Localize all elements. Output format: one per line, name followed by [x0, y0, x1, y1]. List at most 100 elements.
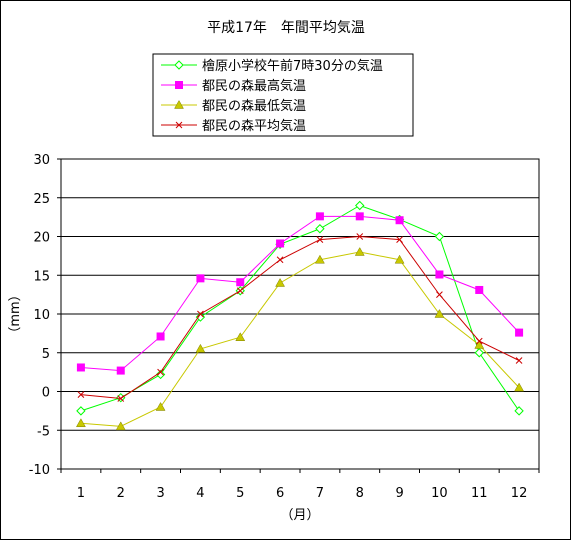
data-point	[116, 392, 126, 403]
x-tick-label: 6	[276, 486, 284, 501]
point-stroke	[175, 121, 183, 129]
data-point	[436, 291, 443, 298]
data-point	[175, 81, 183, 89]
data-point	[77, 391, 85, 398]
data-point	[394, 254, 405, 264]
legend-label: 都民の森最低気温	[202, 98, 306, 114]
data-point	[475, 285, 484, 294]
series-3	[75, 246, 525, 431]
data-point	[197, 310, 204, 318]
gridlines	[61, 197, 539, 431]
data-point	[195, 343, 206, 353]
data-point	[316, 236, 324, 243]
x-tick-label: 2	[117, 486, 125, 501]
series-line	[80, 215, 520, 372]
data-point	[76, 406, 86, 416]
y-tick-label: 15	[33, 269, 50, 284]
x-tick-label: 7	[316, 486, 324, 501]
x-axis-label: （月）	[280, 508, 319, 523]
legend-item: 都民の森最高気温	[161, 78, 306, 94]
point-stroke	[157, 368, 164, 376]
x-tick-label: 9	[395, 486, 403, 501]
point-stroke	[197, 310, 204, 318]
point-stroke	[316, 236, 324, 243]
data-point	[155, 369, 166, 380]
chart-title: 平成17年 年間平均気温	[207, 20, 365, 36]
data-point	[515, 328, 524, 337]
x-tick-label: 3	[156, 486, 164, 501]
data-point	[174, 60, 184, 70]
data-point	[434, 231, 445, 242]
data-point	[115, 421, 126, 431]
point-stroke	[356, 233, 364, 240]
x-tick-label: 1	[77, 486, 85, 501]
data-point	[155, 401, 166, 411]
point-stroke	[396, 236, 403, 243]
series-2	[76, 212, 524, 375]
data-point	[356, 233, 364, 240]
data-point	[157, 368, 164, 376]
data-point	[395, 216, 404, 225]
data-point	[435, 270, 444, 279]
series-4	[77, 233, 523, 402]
y-tick-label: -10	[29, 463, 50, 478]
point-stroke	[276, 256, 284, 264]
y-tick-label: 30	[33, 153, 50, 168]
y-tick-label: 5	[42, 347, 50, 362]
legend-box	[152, 53, 414, 137]
legend-label: 檜原小学校午前7時30分の気温	[202, 58, 383, 74]
data-point	[235, 332, 246, 341]
y-tick-label: -5	[37, 424, 50, 439]
data-point	[475, 337, 483, 345]
point-stroke	[515, 357, 523, 364]
data-point	[175, 121, 183, 129]
x-tick-label: 5	[236, 486, 244, 501]
y-tick-label: 0	[42, 386, 50, 401]
x-tick-label: 8	[356, 486, 364, 501]
y-tick-label: 10	[33, 308, 50, 323]
data-point	[355, 200, 365, 211]
data-point	[76, 363, 85, 372]
data-point	[474, 339, 485, 349]
legend-label: 都民の森平均気温	[202, 118, 306, 134]
series-line	[80, 204, 520, 412]
x-tick-label: 10	[431, 486, 448, 501]
series-line	[80, 251, 520, 427]
data-point	[116, 366, 125, 375]
data-point	[314, 254, 325, 264]
data-point	[474, 348, 484, 358]
x-tick-label: 11	[471, 486, 488, 501]
series-line	[80, 235, 520, 399]
data-point	[514, 382, 525, 392]
y-axis-label: （mm）	[8, 288, 23, 339]
data-point	[355, 212, 364, 221]
y-tick-label: 20	[33, 231, 50, 246]
point-stroke	[117, 395, 125, 402]
point-stroke	[77, 391, 85, 398]
legend-label: 都民の森最高気温	[202, 78, 306, 94]
data-point	[195, 312, 206, 322]
data-point	[236, 278, 245, 287]
y-axis-ticks: -10 -5 0 5 10 15 20 25 30	[29, 153, 61, 478]
data-point	[354, 246, 365, 256]
x-tick-label: 4	[196, 486, 204, 501]
series-group	[75, 200, 525, 431]
data-point	[515, 357, 523, 364]
data-point	[396, 236, 403, 243]
data-point	[156, 332, 165, 341]
data-point	[117, 395, 125, 402]
data-point	[174, 99, 184, 109]
point-stroke	[475, 337, 483, 345]
point-stroke	[436, 291, 443, 298]
legend-item: 都民の森平均気温	[161, 118, 306, 134]
data-point	[275, 277, 286, 287]
data-point	[514, 406, 524, 416]
x-axis-ticks: 1 2 3 4 5 6 7 8 9 10 11 12	[60, 469, 540, 501]
x-tick-label: 12	[511, 486, 528, 501]
data-point	[236, 287, 244, 295]
point-stroke	[236, 287, 244, 295]
legend-item: 都民の森最低気温	[161, 98, 306, 114]
